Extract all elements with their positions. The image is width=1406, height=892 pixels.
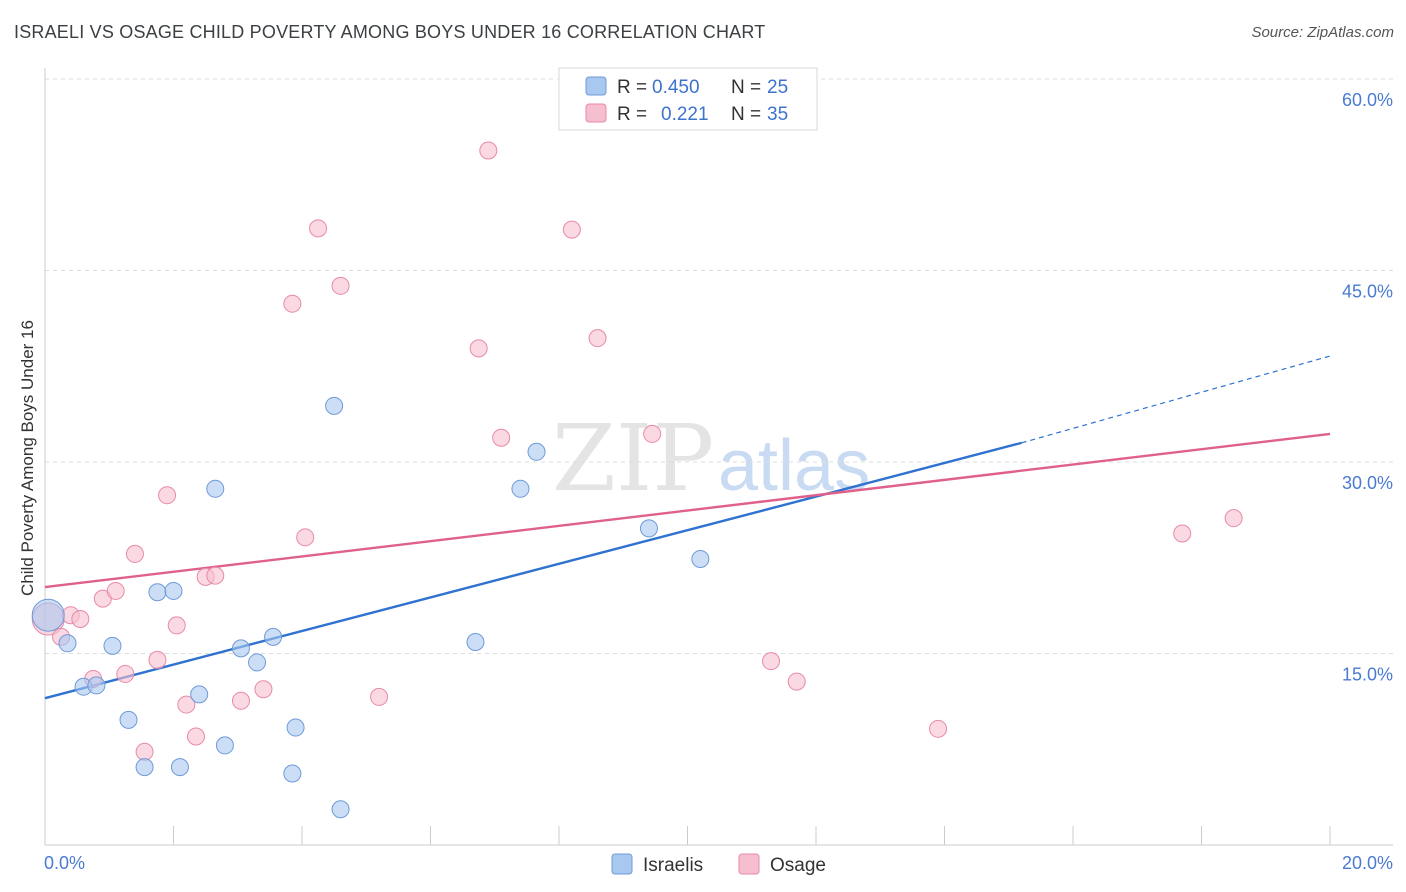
point-israelis-19 — [331, 800, 350, 819]
point-osage-34 — [1224, 509, 1243, 528]
legend-israelis-n-value: 25 — [767, 77, 788, 98]
point-israelis-20 — [466, 633, 485, 652]
trend-lines — [44, 355, 1331, 700]
y-tick-label-30: 30.0% — [1342, 473, 1393, 493]
point-israelis-13 — [231, 639, 250, 658]
point-osage-11 — [158, 486, 177, 505]
axes: 15.0% 30.0% 45.0% 60.0% — [44, 68, 1393, 846]
point-osage-8 — [125, 544, 144, 563]
point-osage-20 — [296, 528, 315, 547]
point-osage-14 — [186, 727, 205, 746]
y-tick-label-60: 60.0% — [1342, 90, 1393, 110]
legend-israelis-label: Israelis — [643, 855, 703, 876]
y-tick-label-15: 15.0% — [1342, 665, 1393, 685]
trend-line-extension-israelis — [1021, 355, 1331, 444]
legend-osage-n-value: 35 — [767, 104, 788, 125]
point-osage-9 — [135, 742, 154, 761]
point-israelis-0 — [31, 598, 65, 632]
grid — [45, 78, 1393, 654]
point-israelis-3 — [87, 676, 106, 695]
point-israelis-14 — [248, 653, 267, 672]
point-israelis-5 — [119, 710, 138, 729]
point-osage-12 — [167, 616, 186, 635]
point-osage-21 — [309, 219, 328, 238]
x-tick-label-min: 0.0% — [44, 853, 85, 873]
point-osage-28 — [588, 329, 607, 348]
point-israelis-8 — [164, 581, 183, 600]
point-israelis-9 — [170, 758, 189, 777]
point-israelis-15 — [264, 627, 283, 646]
legend-series: Israelis Osage — [611, 853, 826, 876]
y-tick-label-45: 45.0% — [1342, 282, 1393, 302]
point-israelis-4 — [103, 636, 122, 655]
chart-title: ISRAELI VS OSAGE CHILD POVERTY AMONG BOY… — [14, 22, 766, 42]
point-israelis-7 — [148, 583, 167, 602]
legend-israelis-n-label: N = — [731, 77, 761, 98]
point-osage-27 — [562, 220, 581, 239]
legend-israelis-marker — [611, 853, 633, 875]
point-israelis-18 — [325, 396, 344, 415]
legend-osage-n-label: N = — [731, 104, 761, 125]
point-osage-22 — [331, 276, 350, 295]
point-osage-26 — [492, 428, 511, 447]
point-israelis-17 — [286, 718, 305, 737]
point-osage-30 — [762, 652, 781, 671]
point-osage-23 — [370, 687, 389, 706]
point-osage-18 — [254, 680, 273, 699]
point-osage-7 — [116, 664, 135, 683]
source-label: Source: ZipAtlas.com — [1251, 24, 1394, 41]
legend-osage-swatch — [585, 103, 607, 123]
point-israelis-11 — [206, 479, 225, 498]
legend-osage-marker — [738, 853, 760, 875]
point-osage-33 — [1173, 524, 1192, 543]
trend-line-israelis — [44, 441, 1022, 700]
trend-line-osage — [44, 432, 1331, 589]
point-israelis-16 — [283, 764, 302, 783]
legend-stats: R = 0.450 N = 25 R = 0.221 N = 35 — [558, 67, 818, 131]
point-israelis-23 — [639, 519, 658, 538]
point-osage-29 — [643, 424, 662, 443]
point-israelis-10 — [190, 685, 209, 704]
point-osage-32 — [929, 719, 948, 738]
data-points — [31, 141, 1243, 819]
point-osage-19 — [283, 294, 302, 313]
point-osage-16 — [206, 566, 225, 585]
point-israelis-12 — [215, 736, 234, 755]
point-israelis-6 — [135, 758, 154, 777]
legend-israelis-r-label: R = — [617, 77, 647, 98]
y-axis-label: Child Poverty Among Boys Under 16 — [18, 320, 37, 596]
point-osage-13 — [177, 695, 196, 714]
point-israelis-21 — [511, 479, 530, 498]
point-osage-24 — [469, 339, 488, 358]
point-osage-6 — [106, 581, 125, 600]
point-osage-25 — [479, 141, 498, 160]
legend-osage-r-value: 0.221 — [661, 104, 709, 125]
legend-israelis-swatch — [585, 76, 607, 96]
legend-osage-r-label: R = — [617, 104, 647, 125]
point-osage-3 — [71, 610, 90, 629]
legend-israelis-r-value: 0.450 — [652, 77, 700, 98]
x-tick-label-max: 20.0% — [1342, 853, 1393, 873]
point-osage-17 — [231, 691, 250, 710]
point-israelis-24 — [691, 550, 710, 569]
point-israelis-22 — [527, 442, 546, 461]
watermark-atlas: atlas — [718, 426, 870, 506]
point-osage-10 — [148, 650, 167, 669]
legend-osage-label: Osage — [770, 855, 826, 876]
point-osage-31 — [787, 672, 806, 691]
watermark-zip: ZIP — [552, 405, 714, 512]
point-israelis-1 — [58, 634, 77, 653]
